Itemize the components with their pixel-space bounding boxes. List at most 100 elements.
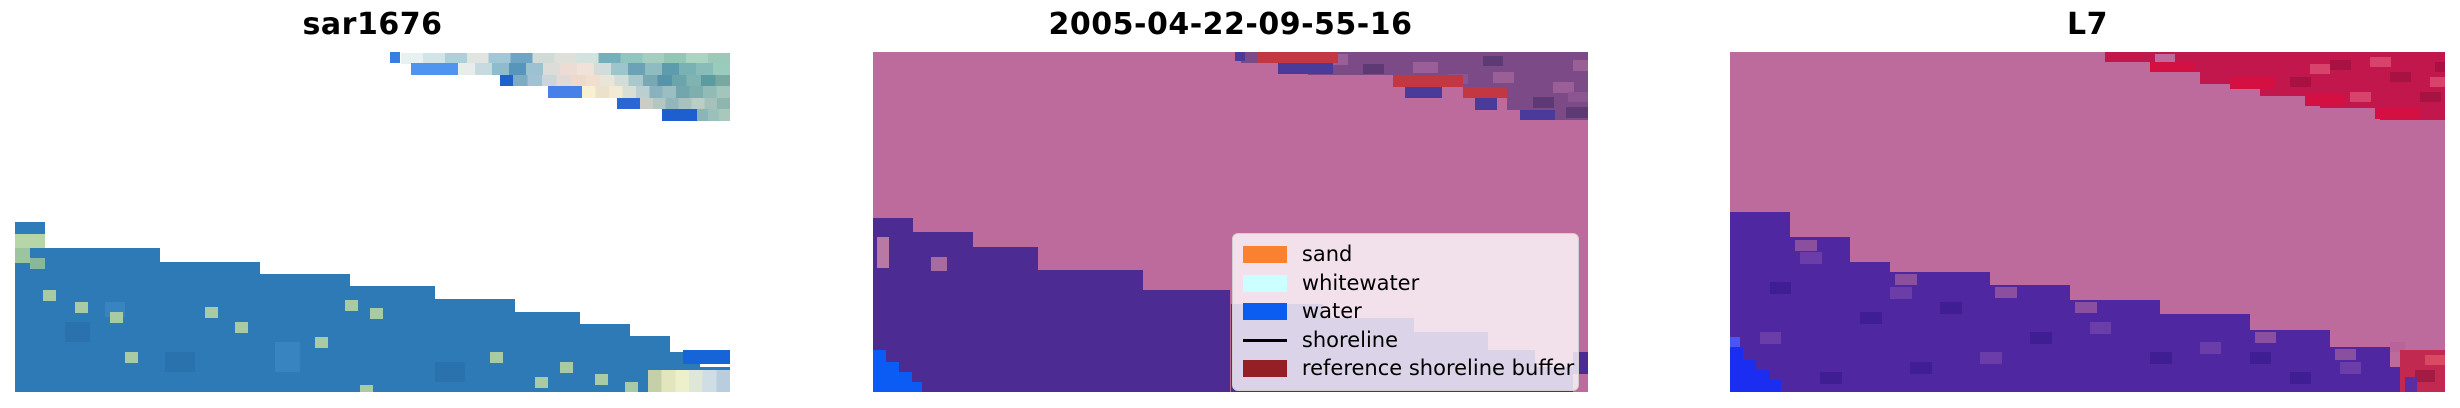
image-block <box>2249 351 2272 364</box>
image-block <box>2030 332 2052 345</box>
legend-swatch-reference-shoreline-buffer <box>1242 360 1287 378</box>
legend-label: whitewater <box>1301 270 1420 295</box>
image-block <box>260 274 351 392</box>
image-block <box>2404 377 2418 392</box>
image-block <box>2289 371 2312 384</box>
image-block <box>2329 60 2352 71</box>
image-block <box>1532 96 1555 108</box>
image-block <box>15 234 46 248</box>
image-block <box>1404 87 1443 98</box>
image-block <box>662 109 698 121</box>
image-block <box>697 109 730 121</box>
image-block <box>1990 284 2071 392</box>
image-block <box>2089 321 2112 334</box>
image-block <box>2334 349 2357 361</box>
image-block <box>1565 107 1588 118</box>
image-block <box>930 257 947 271</box>
image-block <box>1760 332 1782 345</box>
legend-label: sand <box>1301 242 1353 267</box>
image-block <box>401 53 730 64</box>
image-block <box>581 86 730 98</box>
image-block <box>2150 351 2172 364</box>
image-block <box>275 342 301 372</box>
image-block <box>30 257 45 269</box>
image-block <box>1475 97 1498 110</box>
image-block <box>1038 269 1144 392</box>
image-block <box>559 362 573 374</box>
image-block <box>2419 92 2442 103</box>
panel-classified-date: 2005-04-22-09-55-16 sand whitewater water s… <box>873 0 1588 408</box>
image-block <box>75 301 88 314</box>
image-block <box>913 231 974 392</box>
image-block <box>370 308 384 320</box>
image-block <box>1850 262 1891 392</box>
image-block <box>42 290 56 302</box>
legend-swatch-sand <box>1242 246 1287 264</box>
image-block <box>1795 240 1817 252</box>
image-block <box>1257 52 1338 63</box>
image-block <box>973 247 1039 392</box>
image-block <box>1770 281 1792 294</box>
image-block <box>594 373 608 386</box>
image-block <box>110 312 123 324</box>
image-block <box>2199 342 2222 354</box>
legend-swatch-water <box>1242 303 1287 321</box>
image-block <box>15 247 30 264</box>
image-block <box>411 63 458 76</box>
image-block <box>1755 369 1771 392</box>
image-block <box>898 371 913 392</box>
sar-image <box>15 52 730 392</box>
image-block <box>2389 72 2412 83</box>
image-block <box>1552 81 1575 93</box>
panel-l7: L7 <box>1730 0 2445 408</box>
image-block <box>165 351 196 372</box>
panel-title-sar: sar1676 <box>302 7 443 42</box>
image-block <box>2429 77 2445 88</box>
image-block <box>389 52 401 64</box>
legend-item: whitewater <box>1242 270 1569 295</box>
image-block <box>2414 369 2435 382</box>
image-block <box>1362 63 1385 75</box>
image-block <box>360 385 374 392</box>
image-block <box>2304 94 2345 107</box>
image-block <box>885 362 899 392</box>
image-block <box>2149 61 2195 72</box>
image-block <box>1820 371 1842 384</box>
image-block <box>2289 77 2312 88</box>
image-block <box>1482 56 1503 67</box>
legend-label: shoreline <box>1301 327 1399 352</box>
image-block <box>2070 299 2161 392</box>
image-block <box>2374 108 2420 119</box>
image-block <box>15 222 46 235</box>
image-block <box>1234 52 1245 61</box>
image-block <box>682 349 730 365</box>
image-block <box>2339 362 2362 374</box>
image-block <box>1567 92 1588 103</box>
image-block <box>1895 274 1917 286</box>
image-block <box>912 382 923 392</box>
classified-image: sand whitewater water shoreline reference sh… <box>873 52 1588 392</box>
image-block <box>315 336 329 349</box>
image-block <box>2254 332 2277 344</box>
legend-label: reference shoreline buffer <box>1301 356 1575 381</box>
legend-label: water <box>1301 299 1362 324</box>
image-block <box>2349 92 2372 103</box>
image-block <box>1392 75 1463 87</box>
image-block <box>1730 347 1743 392</box>
l7-image <box>1730 52 2445 392</box>
image-block <box>125 351 138 364</box>
image-block <box>1520 110 1556 120</box>
image-block <box>235 321 249 334</box>
image-block <box>647 369 730 392</box>
image-block <box>499 75 514 87</box>
image-block <box>345 300 359 312</box>
image-block <box>1742 360 1756 392</box>
legend-item: shoreline <box>1242 327 1569 352</box>
legend-swatch-shoreline <box>1242 338 1287 342</box>
legend-swatch-whitewater <box>1242 274 1287 292</box>
legend-item: sand <box>1242 242 1569 267</box>
image-block <box>1462 87 1508 98</box>
image-block <box>877 236 890 268</box>
image-block <box>1995 286 2017 299</box>
